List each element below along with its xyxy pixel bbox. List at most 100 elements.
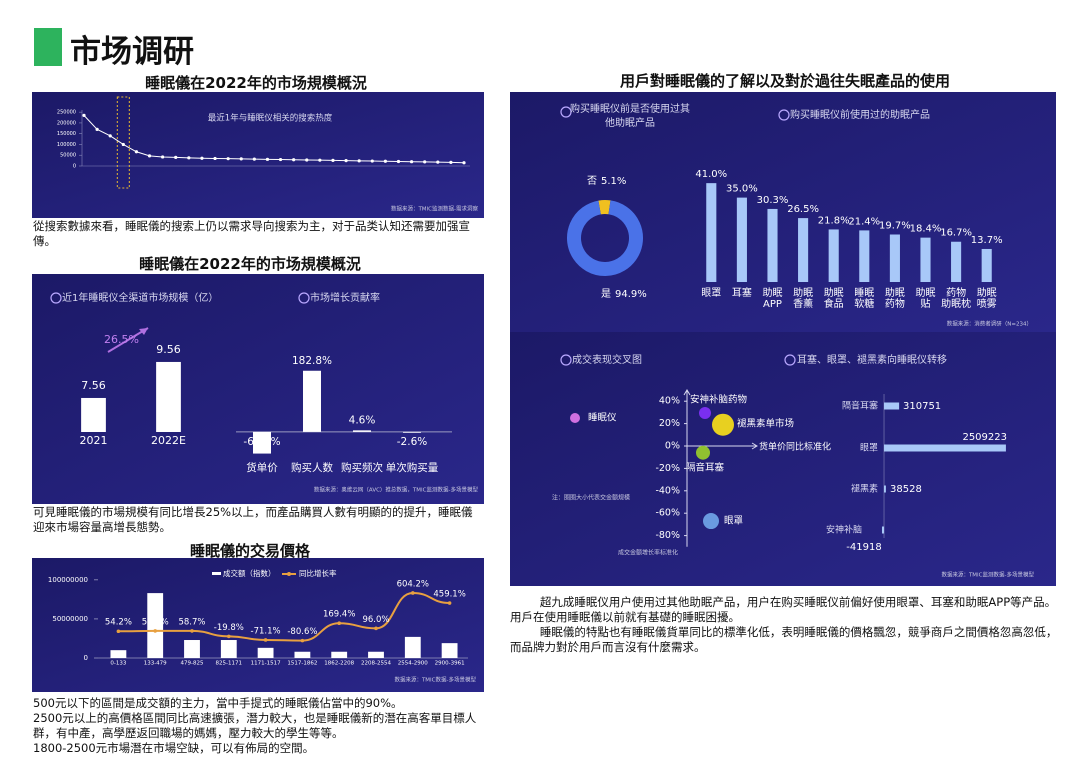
- section-title: 睡眠儀在2022年的市场規模概況: [145, 74, 367, 92]
- bar: [353, 430, 371, 432]
- point: [213, 156, 217, 161]
- value-label: 58.7%: [178, 617, 205, 627]
- value-label: 310751: [903, 401, 941, 412]
- point: [318, 158, 322, 162]
- value-label: 21.8%: [818, 215, 850, 226]
- point: [226, 157, 230, 161]
- bar: [767, 208, 778, 282]
- point: [449, 160, 453, 164]
- annotation-arrow: [107, 327, 149, 353]
- bar: [184, 640, 200, 658]
- title-icon: [784, 354, 796, 366]
- x-axis-label: 货单价同比标准化: [759, 441, 831, 453]
- value-label: 4.6%: [349, 414, 376, 426]
- point-label: 安神补脑药物: [690, 394, 748, 406]
- source: 数据来源：TMIC数据-多场景模型: [394, 676, 476, 684]
- title-icon: [778, 109, 790, 121]
- point: [300, 638, 305, 643]
- source: 数据来源：TMIC监测数据-需求洞察: [391, 205, 479, 213]
- x-tick-label: 睡眠软糖: [854, 286, 874, 310]
- point: [344, 159, 348, 163]
- x-tick-label: 助眠食品: [824, 286, 844, 310]
- legend-label: 同比增长率: [299, 568, 337, 578]
- highlight: [116, 96, 130, 189]
- x-tick-label: 2021: [80, 434, 108, 447]
- bar: [884, 402, 900, 410]
- value-label: 7.56: [81, 379, 106, 392]
- bubble: [712, 413, 734, 436]
- y-tick-label: 20%: [659, 418, 680, 429]
- value-label: 2509223: [962, 432, 1007, 443]
- value-label: -19.8%: [214, 623, 244, 633]
- bar: [981, 248, 992, 282]
- y-tick-label: 褪黑素: [851, 483, 878, 495]
- point-label: 睡眠仪: [588, 412, 617, 424]
- value-label: 41.0%: [695, 169, 727, 180]
- bar: [881, 526, 885, 534]
- paragraph: 2500元以上的高價格區間同比高速擴張，潛力較大，也是睡眠儀新的潛在高客單目標人…: [33, 711, 477, 740]
- bar: [294, 651, 311, 658]
- chart-title: 最近1年与睡眠仪相关的搜索热度: [208, 113, 333, 124]
- y-tick-label: 0%: [665, 441, 680, 452]
- x-tick-label: 助眠香薰: [793, 286, 813, 310]
- x-tick-label: 133-479: [144, 661, 167, 667]
- point: [462, 161, 466, 165]
- bar: [441, 643, 458, 658]
- value-label: 604.2%: [397, 579, 429, 589]
- point: [82, 113, 86, 117]
- point: [447, 601, 452, 605]
- slice-label: 94.9%: [615, 289, 647, 300]
- point-label: 眼罩: [724, 516, 743, 527]
- point: [357, 159, 361, 163]
- point: [174, 155, 178, 159]
- value-label: 19.7%: [879, 221, 911, 232]
- point: [383, 159, 387, 163]
- point: [161, 155, 165, 159]
- bar: [884, 444, 1006, 452]
- bar: [859, 230, 870, 282]
- slice-label: 5.1%: [601, 176, 626, 187]
- bar: [220, 640, 237, 658]
- point: [187, 156, 191, 160]
- bar: [889, 234, 900, 282]
- x-tick-label: 1171-1517: [251, 661, 281, 667]
- page-title: 市场调研: [70, 34, 194, 70]
- bar: [147, 593, 164, 658]
- note: 注：圈圈大小代表交金额规模: [552, 494, 630, 502]
- bar: [368, 651, 384, 658]
- bar: [798, 218, 809, 282]
- source: 数据来源：奥维云网（AVC）推总数据，TMIC监测数据-多场景模型: [314, 486, 479, 494]
- bar: [110, 650, 127, 658]
- title-marker: [34, 28, 62, 66]
- y-tick-label: 100000: [57, 142, 76, 148]
- x-tick-label: 单次购买量: [386, 461, 439, 474]
- x-tick-label: 购买频次: [341, 461, 383, 474]
- y-tick-label: -20%: [655, 463, 680, 474]
- bar: [403, 431, 421, 433]
- value-label: -64.8%: [243, 436, 280, 448]
- x-tick-label: 助眠药物: [885, 286, 905, 310]
- point: [153, 629, 157, 633]
- bar: [156, 361, 181, 432]
- section-title: 睡眠儀在2022年的市场規模概況: [139, 255, 361, 273]
- bar: [736, 197, 747, 282]
- paragraph-group: 超九成睡眠仪用户使用过其他助眠产品，用户在购买睡眠仪前偏好使用眼罩、耳塞和助眠A…: [510, 595, 1058, 655]
- point: [116, 629, 121, 634]
- chart-title: 购买睡眠仪前是否使用过其他助眠产品: [570, 104, 690, 129]
- line: [118, 591, 450, 642]
- title-icon: [560, 106, 572, 118]
- point: [292, 158, 296, 162]
- paragraph: 超九成睡眠仪用户使用过其他助眠产品，用户在购买睡眠仪前偏好使用眼罩、耳塞和助眠A…: [510, 595, 1057, 624]
- point: [396, 159, 401, 164]
- y-tick-label: -60%: [655, 508, 680, 519]
- y-tick-label: 150000: [57, 131, 76, 137]
- bubble: [570, 413, 580, 423]
- legend-label: 成交额（指数）: [223, 568, 276, 578]
- panel: [32, 274, 484, 504]
- value-label: 26.5%: [787, 204, 819, 215]
- legend-swatch: [287, 572, 291, 576]
- bubble: [696, 445, 710, 460]
- point: [252, 157, 256, 161]
- paragraph: 可見睡眠儀的市場規模有同比增長25%以上，而產品購買人數有明顯的的提升，睡眠儀迎…: [33, 505, 473, 534]
- title-icon: [50, 292, 62, 304]
